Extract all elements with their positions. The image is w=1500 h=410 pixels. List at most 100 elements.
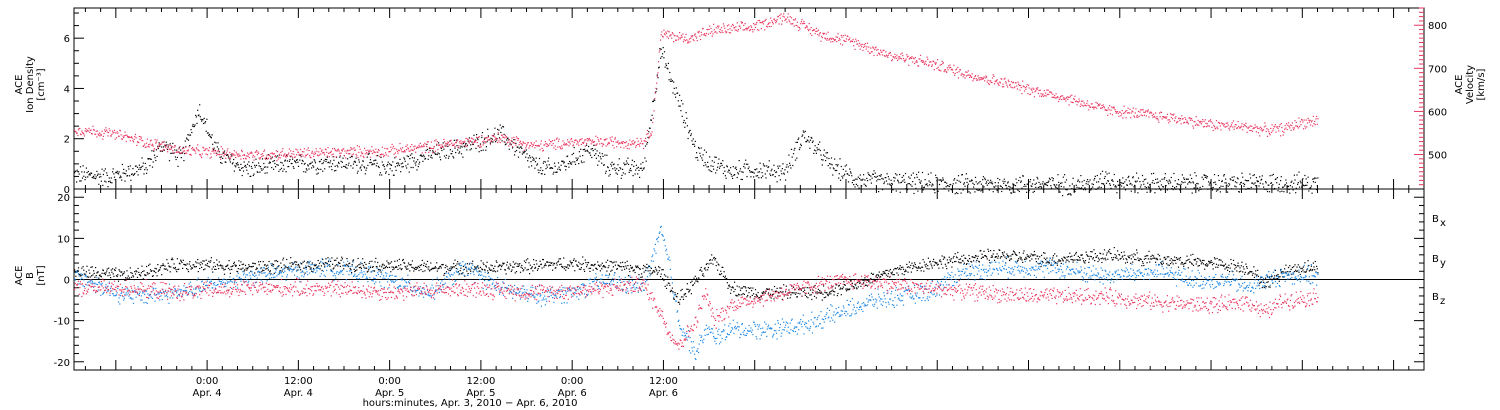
data-point [1132,176,1134,178]
data-point [140,137,142,139]
data-point [1094,177,1096,180]
data-point [507,267,509,269]
data-point [551,144,553,146]
data-point [1235,186,1237,188]
data-point [1096,181,1098,183]
data-point [369,156,372,158]
data-point [914,177,916,179]
data-point [235,264,237,267]
data-point [673,41,675,43]
data-point [921,171,924,174]
data-point [253,262,255,264]
data-point [1179,118,1182,120]
data-point [1003,182,1005,184]
data-point [1167,119,1169,121]
data-point [1217,128,1219,130]
data-point [580,143,582,146]
data-point [256,171,258,173]
data-point [1302,128,1305,130]
data-point [94,276,96,278]
data-point [1274,124,1276,126]
data-point [89,276,91,278]
data-point [552,173,554,175]
data-point [868,173,870,176]
data-point [1195,175,1197,177]
data-point [667,62,669,64]
data-point [246,155,248,157]
data-point [713,161,715,163]
data-point [1278,183,1280,185]
data-point [342,265,344,267]
data-point [474,140,476,142]
data-point [1086,100,1089,102]
data-point [341,150,343,152]
data-point [500,131,502,134]
data-point [952,72,954,74]
data-point [197,271,199,273]
data-point [1132,107,1134,109]
data-point [988,189,990,191]
data-point [487,139,489,141]
data-point [1092,186,1094,188]
data-point [138,164,140,166]
data-point [1182,182,1184,184]
data-point [1087,104,1089,106]
data-point [624,164,626,166]
data-point [81,177,84,179]
data-point [661,56,663,58]
data-point [1148,187,1150,189]
data-point [1219,125,1221,127]
data-point [242,263,245,265]
data-point [442,146,444,148]
data-point [185,146,187,148]
data-point [331,257,333,259]
data-point [155,272,157,274]
data-point [86,129,88,131]
data-point [595,153,597,155]
data-point [1177,179,1180,181]
data-point [546,143,548,145]
data-point [603,164,605,166]
data-point [420,269,422,271]
data-point [303,260,305,262]
data-point [916,61,918,63]
data-point [532,144,534,146]
data-point [1265,182,1267,184]
data-point [258,162,260,164]
data-point [1011,87,1013,89]
data-point [493,270,495,272]
data-point [862,178,864,180]
data-point [880,51,882,53]
data-point [265,156,267,158]
data-point [1100,107,1102,109]
data-point [1138,115,1140,117]
data-point [326,263,328,265]
data-point [929,61,931,63]
data-point [359,148,361,150]
data-point [565,169,567,171]
data-point [485,137,487,139]
data-point [955,68,958,70]
data-point [189,261,191,263]
data-point [345,166,347,169]
data-point [458,263,460,265]
data-point [399,267,401,269]
data-point [1140,114,1142,116]
data-point [997,177,999,179]
data-point [562,140,564,142]
data-point [336,164,338,166]
data-point [1259,126,1261,128]
data-point [1064,181,1066,183]
data-point [1027,183,1029,185]
data-point [283,154,285,156]
data-point [399,142,401,145]
data-point [344,150,346,152]
data-point [1125,117,1127,119]
data-point [272,160,274,163]
data-point [149,143,151,145]
data-point [181,261,183,264]
data-point [837,33,839,35]
data-point [450,266,452,268]
data-point [434,152,436,154]
data-point [823,149,825,151]
